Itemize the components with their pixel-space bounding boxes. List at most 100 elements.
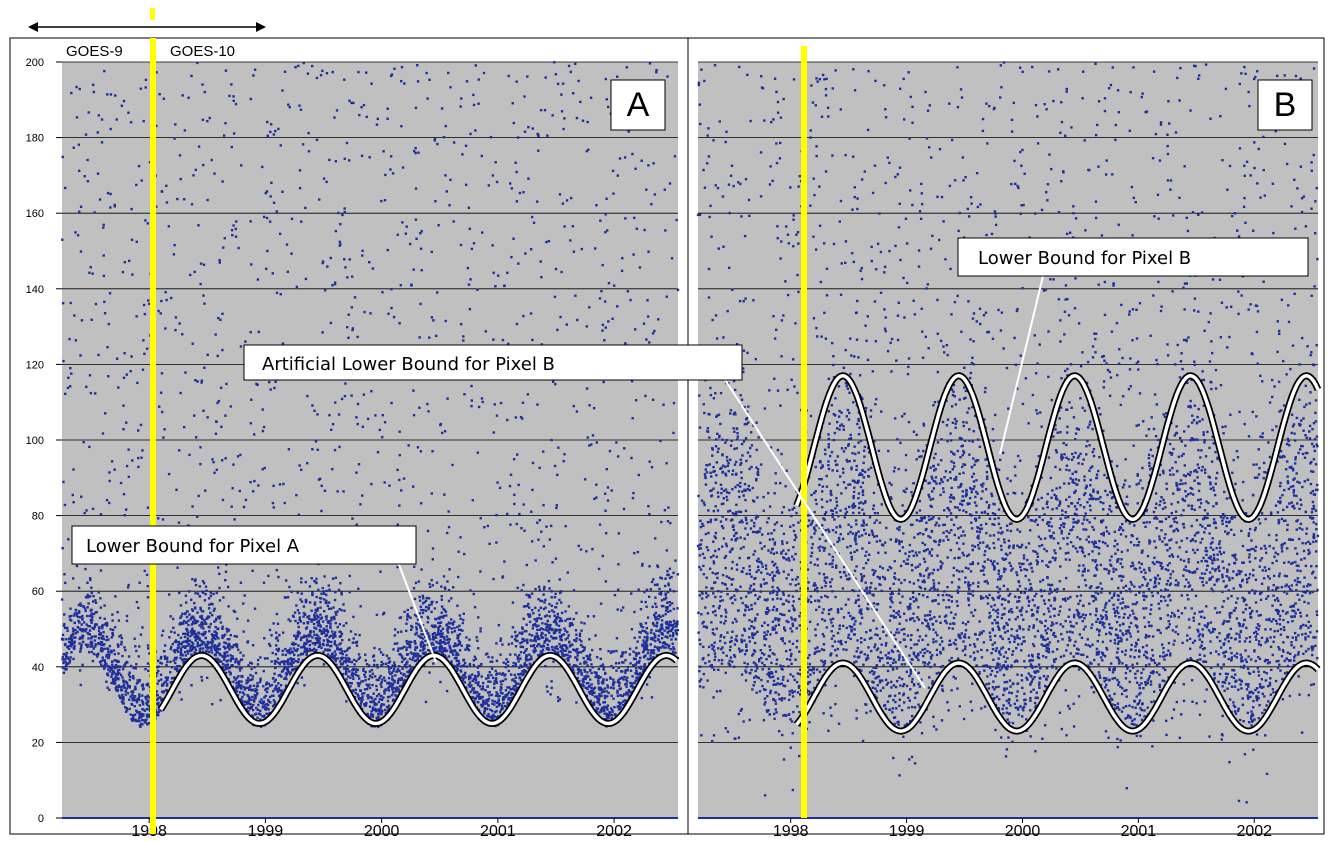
scatter-point [514, 662, 518, 665]
scatter-point [325, 180, 328, 184]
scatter-point [443, 587, 447, 591]
scatter-point [306, 634, 309, 638]
scatter-point [480, 662, 483, 666]
scatter-point [422, 664, 426, 667]
scatter-point [257, 712, 260, 715]
scatter-point [194, 621, 198, 625]
scatter-point [564, 644, 567, 647]
scatter-point [426, 402, 429, 406]
scatter-point [213, 471, 216, 474]
scatter-point [302, 643, 306, 647]
scatter-point [310, 618, 313, 621]
scatter-point [430, 492, 434, 495]
scatter-point [238, 691, 242, 694]
scatter-point [508, 691, 511, 694]
scatter-point [295, 285, 299, 289]
scatter-point [366, 417, 370, 421]
scatter-point [187, 590, 191, 593]
scatter-point [72, 646, 76, 650]
scatter-point [175, 640, 178, 644]
scatter-point [450, 618, 453, 621]
scatter-point [499, 686, 503, 689]
scatter-point [627, 690, 631, 693]
scatter-point [579, 669, 583, 672]
scatter-point [430, 250, 433, 254]
scatter-point [272, 484, 275, 488]
scatter-point [471, 499, 474, 502]
scatter-point [415, 237, 418, 240]
scatter-point [437, 633, 440, 636]
scatter-point [354, 670, 358, 674]
scatter-point [321, 620, 325, 623]
scatter-point [330, 652, 334, 656]
scatter-point [181, 641, 184, 644]
scatter-point [590, 648, 594, 652]
scatter-point [121, 693, 124, 697]
scatter-point [198, 638, 202, 642]
scatter-point [529, 248, 533, 251]
scatter-point [191, 647, 195, 650]
scatter-point [458, 614, 461, 617]
scatter-point [316, 448, 319, 451]
scatter-point [234, 688, 238, 692]
scatter-point [478, 685, 482, 688]
scatter-point [656, 564, 659, 567]
scatter-point [670, 638, 673, 641]
scatter-point [119, 685, 122, 689]
scatter-point [433, 650, 436, 653]
scatter-point [429, 643, 432, 646]
scatter-point [297, 64, 300, 68]
scatter-point [652, 162, 655, 165]
scatter-point [650, 649, 653, 652]
scatter-point [544, 664, 547, 668]
scatter-point [624, 651, 627, 654]
scatter-point [657, 318, 660, 321]
scatter-point [476, 639, 479, 642]
scatter-point [426, 615, 429, 619]
scatter-point [647, 504, 650, 508]
scatter-point [646, 651, 650, 655]
scatter-point [345, 668, 348, 671]
scatter-point [472, 592, 475, 596]
scatter-point [142, 339, 145, 342]
scatter-point [262, 700, 266, 704]
scatter-point [621, 606, 625, 609]
scatter-point [81, 614, 84, 618]
scatter-point [648, 460, 651, 463]
scatter-point [229, 405, 233, 408]
scatter-point [193, 629, 196, 633]
scatter-point [301, 652, 305, 656]
scatter-point [377, 709, 380, 712]
scatter-point [339, 651, 342, 655]
scatter-point [604, 230, 607, 234]
scatter-point [122, 404, 125, 407]
scatter-point [183, 635, 187, 639]
scatter-point [339, 662, 343, 666]
scatter-point [202, 294, 205, 297]
scatter-point [370, 700, 374, 704]
scatter-point [526, 641, 529, 645]
scatter-point [290, 590, 293, 594]
scatter-point [625, 676, 629, 679]
scatter-point [142, 119, 145, 123]
scatter-point [125, 421, 128, 424]
scatter-point [96, 131, 99, 134]
scatter-point [615, 637, 619, 640]
scatter-point [211, 702, 214, 706]
scatter-point [214, 619, 218, 622]
scatter-point [447, 589, 451, 592]
scatter-point [196, 515, 199, 518]
scatter-point [671, 627, 674, 630]
scatter-point [148, 302, 151, 306]
scatter-point [133, 713, 137, 716]
scatter-point [390, 682, 393, 685]
scatter-point [307, 150, 311, 153]
scatter-point [165, 298, 168, 302]
scatter-point [62, 659, 66, 662]
scatter-point [545, 623, 549, 626]
scatter-point [101, 635, 105, 638]
scatter-point [536, 617, 539, 620]
scatter-point [489, 660, 492, 663]
scatter-point [654, 596, 657, 599]
scatter-point [319, 600, 322, 604]
